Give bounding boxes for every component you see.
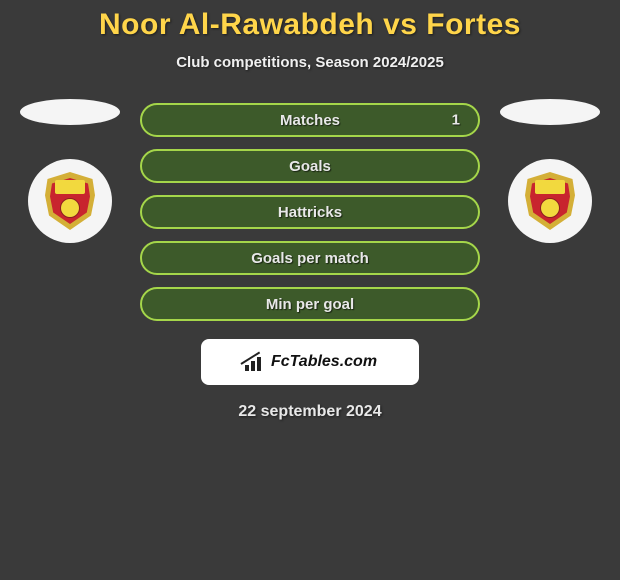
stat-label: Goals per match (251, 250, 369, 267)
club-shield-icon (45, 172, 95, 230)
comparison-card: Noor Al-Rawabdeh vs Fortes Club competit… (0, 0, 620, 421)
player-left-photo (20, 99, 120, 125)
brand-text: FcTables.com (271, 353, 377, 371)
player-left-column (20, 99, 120, 243)
stat-row-goals: Goals (140, 149, 480, 183)
stats-column: Matches 1 Goals Hattricks Goals per matc… (140, 99, 480, 321)
club-shield-icon (525, 172, 575, 230)
stat-row-min-per-goal: Min per goal (140, 287, 480, 321)
stat-row-matches: Matches 1 (140, 103, 480, 137)
page-title: Noor Al-Rawabdeh vs Fortes (0, 8, 620, 42)
stat-label: Goals (289, 158, 331, 175)
stat-row-hattricks: Hattricks (140, 195, 480, 229)
player-left-club-badge (28, 159, 112, 243)
stat-label: Matches (280, 112, 340, 129)
player-right-club-badge (508, 159, 592, 243)
brand-badge: FcTables.com (201, 339, 419, 385)
main-row: Matches 1 Goals Hattricks Goals per matc… (0, 99, 620, 321)
stat-label: Min per goal (266, 296, 354, 313)
stat-right-value: 1 (452, 112, 460, 129)
player-right-photo (500, 99, 600, 125)
stat-row-goals-per-match: Goals per match (140, 241, 480, 275)
footer: FcTables.com 22 september 2024 (0, 339, 620, 421)
player-right-column (500, 99, 600, 243)
date-text: 22 september 2024 (238, 403, 381, 421)
stat-label: Hattricks (278, 204, 342, 221)
brand-chart-icon (243, 353, 265, 371)
subtitle: Club competitions, Season 2024/2025 (0, 54, 620, 71)
